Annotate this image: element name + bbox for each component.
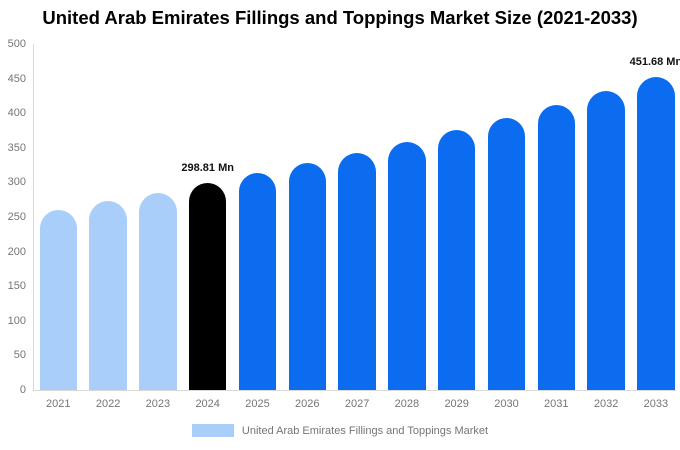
y-tick-200: 200: [7, 245, 26, 258]
x-tick-2030: 2030: [494, 398, 519, 410]
x-tick-2026: 2026: [295, 398, 320, 410]
bar-2032[interactable]: [587, 91, 625, 390]
x-tick-2024: 2024: [195, 398, 220, 410]
legend-swatch: [191, 424, 234, 437]
x-tick-2028: 2028: [394, 398, 420, 410]
chart-title: United Arab Emirates Fillings and Toppin…: [42, 7, 638, 28]
x-tick-2025: 2025: [245, 398, 270, 410]
y-tick-150: 150: [7, 280, 26, 293]
bar-2022[interactable]: [89, 201, 127, 390]
y-tick-100: 100: [7, 314, 26, 327]
bar-2025[interactable]: [238, 173, 277, 390]
data-label-2024: 298.81 Mn: [181, 162, 234, 175]
bar-2026[interactable]: [288, 163, 327, 390]
x-tick-2027: 2027: [344, 398, 370, 410]
x-tick-2023: 2023: [145, 398, 171, 410]
y-tick-0: 0: [19, 384, 26, 396]
y-tick-500: 500: [7, 38, 26, 50]
y-tick-50: 50: [13, 349, 26, 362]
bar-2029[interactable]: [437, 129, 476, 390]
bar-2028[interactable]: [388, 141, 426, 390]
x-tick-2021: 2021: [46, 398, 71, 410]
data-label-2033: 451.68 Mn: [629, 56, 680, 69]
x-tick-2029: 2029: [444, 398, 469, 410]
bar-2030[interactable]: [487, 117, 526, 390]
bar-2027[interactable]: [338, 152, 376, 390]
y-tick-400: 400: [7, 107, 26, 120]
y-axis-line: [33, 44, 34, 390]
bar-2023[interactable]: [139, 192, 177, 390]
y-tick-300: 300: [7, 176, 26, 189]
bar-2031[interactable]: [537, 104, 576, 390]
bar-2024[interactable]: [188, 183, 227, 390]
x-tick-2033: 2033: [643, 398, 669, 410]
y-tick-450: 450: [7, 72, 26, 85]
legend-label: United Arab Emirates Fillings and Toppin…: [241, 424, 489, 437]
x-axis-line: [33, 390, 676, 391]
x-tick-2022: 2022: [95, 398, 121, 410]
x-tick-2031: 2031: [544, 398, 569, 410]
y-tick-350: 350: [7, 141, 26, 154]
bar-2033[interactable]: [637, 77, 675, 390]
bar-2021[interactable]: [39, 209, 78, 390]
x-tick-2032: 2032: [593, 398, 619, 410]
y-tick-250: 250: [7, 211, 26, 223]
legend-item[interactable]: United Arab Emirates Fillings and Toppin…: [0, 424, 680, 437]
